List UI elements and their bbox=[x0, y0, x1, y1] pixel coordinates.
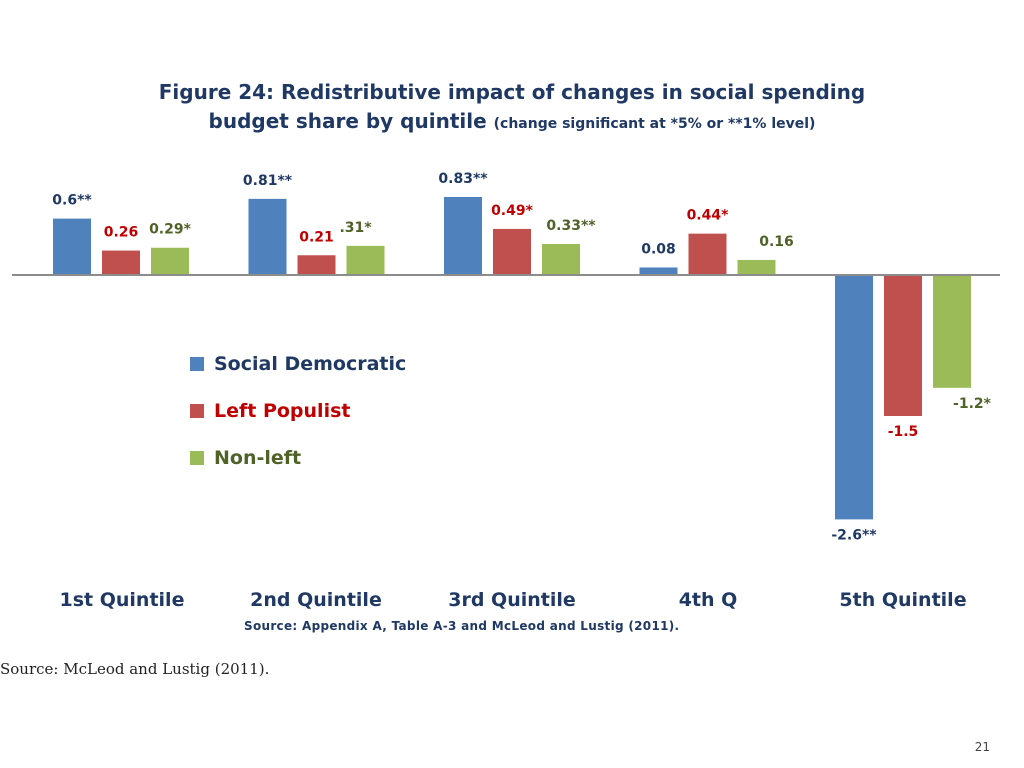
x-tick-label-3: 3rd Quintile bbox=[448, 589, 576, 611]
bar-left-populist-q3 bbox=[493, 228, 531, 275]
bar-non-left-q4 bbox=[737, 259, 776, 275]
data-label-non-left-q4: 0.16 bbox=[759, 234, 794, 250]
chart-title-main: Figure 24: Redistributive impact of chan… bbox=[158, 80, 866, 104]
chart-title-sub: budget share by quintile bbox=[208, 109, 487, 133]
data-label-social-democratic-q5: -2.6** bbox=[831, 527, 877, 543]
bar-non-left-q2 bbox=[346, 245, 385, 275]
chart-title-note: (change significant at *5% or **1% level… bbox=[493, 116, 816, 132]
bar-left-populist-q5 bbox=[884, 275, 922, 416]
legend-item-non-left: Non-left bbox=[190, 446, 406, 470]
data-label-non-left-q2: .31* bbox=[339, 220, 372, 236]
bar-social-democratic-q3 bbox=[444, 196, 482, 275]
legend-swatch-left-populist bbox=[190, 404, 204, 418]
data-label-left-populist-q3: 0.49* bbox=[491, 203, 534, 219]
chart-title: Figure 24: Redistributive impact of chan… bbox=[100, 78, 924, 139]
chart-legend: Social Democratic Left Populist Non-left bbox=[190, 352, 406, 493]
bar-non-left-q5 bbox=[933, 275, 971, 388]
data-label-left-populist-q2: 0.21 bbox=[299, 229, 334, 245]
data-label-social-democratic-q1: 0.6** bbox=[52, 193, 92, 209]
data-label-left-populist-q4: 0.44* bbox=[687, 208, 730, 224]
data-label-left-populist-q5: -1.5 bbox=[888, 424, 919, 440]
data-label-non-left-q3: 0.33** bbox=[546, 218, 596, 234]
chart-source-note: Source: Appendix A, Table A-3 and McLeod… bbox=[244, 619, 680, 633]
bar-non-left-q1 bbox=[151, 247, 189, 275]
legend-item-social-democratic: Social Democratic bbox=[190, 352, 406, 376]
x-tick-label-5: 5th Quintile bbox=[839, 589, 966, 611]
bar-non-left-q3 bbox=[542, 243, 580, 275]
bar-left-populist-q2 bbox=[297, 255, 336, 275]
x-tick-label-1: 1st Quintile bbox=[60, 589, 185, 611]
data-label-non-left-q5: -1.2* bbox=[953, 396, 992, 412]
legend-swatch-social-democratic bbox=[190, 357, 204, 371]
slide-source-note: Source: McLeod and Lustig (2011). bbox=[0, 660, 270, 678]
x-tick-label-2: 2nd Quintile bbox=[250, 589, 382, 611]
bar-social-democratic-q1 bbox=[53, 218, 91, 275]
data-label-left-populist-q1: 0.26 bbox=[104, 225, 139, 241]
legend-item-left-populist: Left Populist bbox=[190, 399, 406, 423]
x-tick-label-4: 4th Q bbox=[679, 589, 738, 611]
bar-left-populist-q1 bbox=[102, 250, 140, 275]
legend-label-non-left: Non-left bbox=[214, 447, 302, 469]
legend-label-left-populist: Left Populist bbox=[214, 400, 351, 422]
data-label-non-left-q1: 0.29* bbox=[149, 222, 192, 238]
bar-social-democratic-q5 bbox=[835, 275, 873, 520]
legend-label-social-democratic: Social Democratic bbox=[214, 353, 407, 375]
data-label-social-democratic-q2: 0.81** bbox=[243, 173, 293, 189]
legend-swatch-non-left bbox=[190, 451, 204, 465]
data-label-social-democratic-q4: 0.08 bbox=[641, 241, 676, 257]
chart-title-line2: budget share by quintile (change signifi… bbox=[100, 107, 924, 139]
data-label-social-democratic-q3: 0.83** bbox=[438, 171, 488, 187]
bar-social-democratic-q2 bbox=[248, 198, 287, 275]
bar-left-populist-q4 bbox=[688, 233, 727, 275]
bar-social-democratic-q4 bbox=[639, 267, 678, 275]
page-number: 21 bbox=[974, 740, 990, 754]
